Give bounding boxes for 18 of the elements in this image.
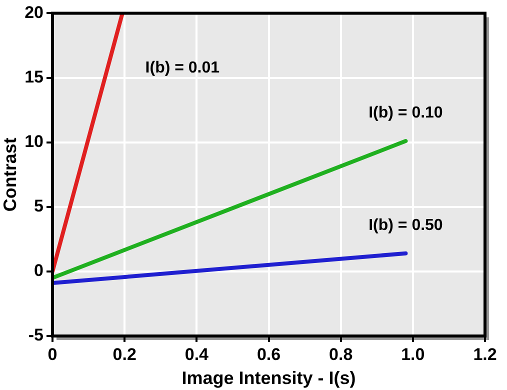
y-tick-label: 0 xyxy=(34,261,44,280)
y-tick-label: 15 xyxy=(24,67,44,86)
x-tick-label: 1.2 xyxy=(473,344,497,364)
x-tick-label: 0.2 xyxy=(112,344,136,364)
x-tick-label: 0.4 xyxy=(184,344,210,364)
text: I(b) = 0.01 xyxy=(145,60,220,77)
x-axis-title: Image Intensity - I(s) xyxy=(182,368,356,388)
x-tick-label: 0.6 xyxy=(256,344,281,364)
y-axis-title: Contrast xyxy=(0,138,20,212)
y-tick-label: 20 xyxy=(24,2,44,22)
y-tick-label: -5 xyxy=(28,326,44,345)
x-tick-label: 0.8 xyxy=(329,344,353,364)
x-tick-label: 1.0 xyxy=(401,344,425,364)
series-label: I(b) = 0.10 xyxy=(368,104,443,122)
series-label: I(b) = 0.50 xyxy=(368,216,443,234)
y-tick-label: 10 xyxy=(24,132,44,152)
x-tick-label: 0 xyxy=(48,344,58,364)
y-tick-label: 5 xyxy=(34,196,44,216)
